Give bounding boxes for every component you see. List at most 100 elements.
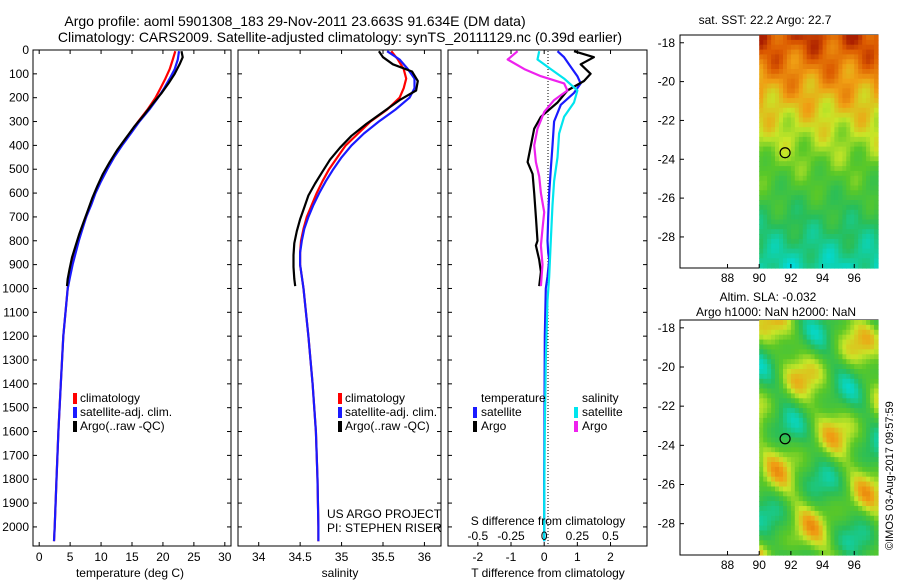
map-cell: [806, 141, 812, 148]
legend-swatch-climatology: [338, 393, 342, 404]
map-cell: [771, 161, 776, 167]
map-cell: [767, 98, 772, 104]
map-cell: [771, 214, 776, 221]
argo-position-marker: [779, 147, 791, 159]
salinity-xtick-label: 35: [335, 550, 349, 564]
map-cell: [814, 103, 820, 109]
map-cell: [826, 447, 832, 453]
map-cell: [802, 263, 808, 269]
map-cell: [786, 324, 792, 331]
map-cell: [810, 103, 816, 109]
map-cell: [822, 320, 828, 326]
map-cell: [870, 204, 875, 211]
map-cell: [834, 535, 839, 541]
map-cell: [806, 520, 812, 527]
map-cell: [810, 496, 816, 502]
map-cell: [814, 320, 820, 326]
depth-tick-label: 2000: [2, 520, 29, 534]
map-cell: [834, 339, 839, 346]
map-cell: [783, 432, 788, 439]
map-cell: [810, 447, 816, 453]
map-cell: [759, 324, 764, 331]
map-cell: [814, 373, 820, 380]
map-cell: [814, 35, 820, 41]
map-cell: [794, 258, 800, 264]
map-cell: [838, 49, 843, 56]
map-cell: [866, 457, 871, 463]
map-cell: [798, 166, 804, 172]
map-cell: [826, 219, 832, 225]
map-cell: [814, 501, 820, 507]
map-cell: [759, 190, 764, 196]
map-cell: [818, 344, 824, 350]
map-cell: [874, 258, 879, 264]
map-cell: [830, 525, 836, 532]
map-cell: [779, 535, 784, 541]
legend-label-satellite: satellite-adj. clim.: [345, 405, 437, 419]
map-cell: [775, 359, 780, 365]
map-cell: [767, 35, 772, 41]
map-cell: [846, 359, 851, 365]
map-cell: [874, 369, 879, 375]
map-cell: [810, 69, 816, 75]
map-cell: [850, 190, 855, 196]
map-cell: [818, 510, 824, 517]
map-cell: [870, 349, 875, 355]
map-cell: [810, 175, 816, 182]
map-cell: [771, 344, 776, 350]
map-cell: [814, 224, 820, 230]
map-cell: [822, 442, 828, 448]
map-cell: [862, 209, 867, 216]
map-cell: [822, 214, 828, 221]
map-cell: [810, 122, 816, 128]
map-cell: [846, 170, 851, 177]
map-cell: [786, 457, 792, 463]
map-cell: [850, 550, 855, 556]
map-cell: [810, 190, 816, 196]
map-cell: [802, 398, 808, 404]
map-cell: [767, 354, 772, 360]
map-cell: [786, 344, 792, 350]
map-cell: [790, 44, 796, 51]
map-cell: [858, 98, 863, 104]
map-cell: [775, 501, 780, 507]
map-cell: [858, 466, 863, 473]
map-cell: [763, 535, 768, 541]
map-cell: [830, 136, 836, 143]
map-cell: [866, 107, 871, 114]
map-cell: [814, 44, 820, 51]
salinity-xtick-label: 35.5: [371, 550, 395, 564]
map-cell: [775, 209, 780, 216]
map-cell: [759, 151, 764, 157]
map-cell: [870, 373, 875, 380]
map-cell: [814, 476, 820, 483]
map-cell: [814, 510, 820, 517]
map-xtick-label: 92: [784, 558, 798, 572]
map-cell: [814, 59, 820, 65]
map-cell: [806, 339, 812, 346]
map-cell: [783, 39, 788, 46]
map-cell: [779, 457, 784, 463]
map-cell: [775, 234, 780, 240]
map-cell: [786, 417, 792, 424]
map-cell: [858, 190, 863, 196]
map-cell: [826, 64, 832, 70]
map-cell: [866, 471, 871, 478]
map-cell: [798, 248, 804, 255]
map-cell: [794, 496, 800, 502]
map-cell: [806, 344, 812, 350]
map-cell: [838, 146, 843, 153]
map-cell: [763, 373, 768, 380]
map-cell: [822, 462, 828, 468]
map-cell: [822, 258, 828, 264]
map-cell: [775, 422, 780, 429]
map-cell: [842, 185, 847, 191]
map-cell: [783, 54, 788, 60]
map-cell: [838, 253, 843, 259]
map-cell: [790, 496, 796, 502]
map-cell: [806, 354, 812, 360]
map-cell: [810, 481, 816, 488]
map-cell: [798, 403, 804, 409]
map-cell: [798, 359, 804, 365]
map-cell: [842, 383, 847, 390]
